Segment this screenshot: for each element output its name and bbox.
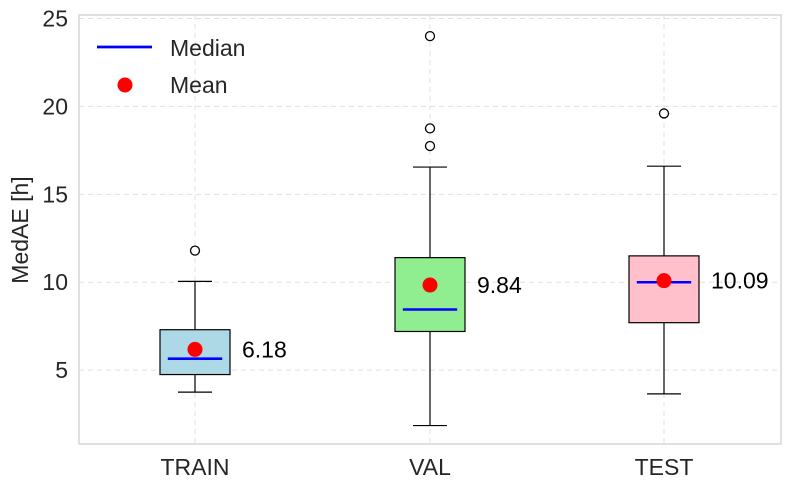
iqr-box [628, 255, 700, 324]
y-tick-label: 5 [55, 357, 68, 383]
mean-point [187, 341, 203, 357]
outlier-point [424, 123, 436, 134]
x-tick-label: VAL [409, 454, 451, 480]
legend-median-label: Median [170, 35, 245, 61]
y-tick-label: 15 [42, 181, 68, 207]
outlier-point [189, 245, 201, 256]
mean-value-label: 6.18 [242, 336, 287, 362]
outlier-point [658, 108, 670, 119]
box-group-val: 9.84 [394, 30, 522, 427]
boxes: 6.18 9.84 10.09 [159, 30, 769, 427]
outlier-point [424, 30, 436, 42]
x-tick-label: TRAIN [161, 454, 230, 480]
legend-mean-swatch [117, 77, 133, 93]
mean-value-label: 9.84 [477, 272, 522, 298]
x-tick-label: TEST [635, 454, 694, 480]
ticks: 5 10 15 20 25 TRAIN VAL TEST [42, 6, 693, 480]
y-tick-label: 25 [42, 6, 68, 32]
mean-point [656, 273, 672, 289]
y-axis-label: MedAE [h] [7, 176, 33, 283]
box-group-test: 10.09 [628, 108, 769, 395]
mean-point [422, 277, 438, 293]
legend-mean-label: Mean [170, 72, 228, 98]
outlier-point [424, 140, 436, 152]
y-tick-label: 20 [42, 93, 68, 119]
y-tick-label: 10 [42, 269, 68, 295]
mean-value-label: 10.09 [711, 268, 769, 294]
legend: Median Mean [97, 35, 245, 98]
iqr-box [394, 257, 466, 333]
box-group-train: 6.18 [159, 245, 287, 393]
